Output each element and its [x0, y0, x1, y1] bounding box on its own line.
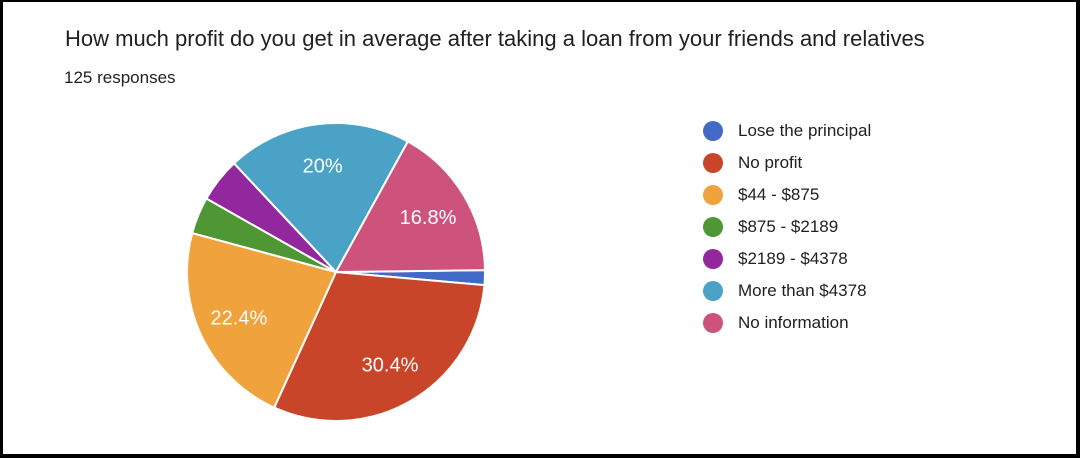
legend-item: Lose the principal [703, 121, 871, 141]
pie-slice-6[interactable] [335, 140, 486, 273]
slice-label: 20% [303, 156, 343, 178]
pie-slice-2[interactable] [185, 232, 337, 409]
legend-color-dot [703, 313, 723, 333]
legend-item: $44 - $875 [703, 185, 871, 205]
legend-color-dot [703, 121, 723, 141]
legend-item-label: More than $4378 [738, 281, 867, 300]
legend-color-dot [703, 185, 723, 205]
pie-slice-1[interactable] [273, 271, 486, 422]
legend-color-dot [703, 281, 723, 301]
slice-label: 22.4% [211, 308, 268, 330]
legend-item: No profit [703, 153, 871, 173]
legend-color-dot [703, 153, 723, 173]
legend-item-label: Lose the principal [738, 121, 872, 140]
legend-item: $2189 - $4378 [703, 249, 871, 269]
legend-item-label: $44 - $875 [738, 185, 820, 204]
legend: Lose the principal No profit $44 - $875 $87… [703, 121, 871, 345]
chart-title: How much profit do you get in average af… [65, 26, 925, 51]
legend-item-label: $875 - $2189 [738, 217, 839, 236]
slice-label: 16.8% [400, 207, 457, 229]
legend-item-label: $2189 - $4378 [738, 249, 848, 268]
slice-label: 30.4% [362, 355, 419, 377]
pie-slice-5[interactable] [233, 122, 409, 273]
legend-color-dot [703, 217, 723, 237]
pie-chart: 30.4% 22.4% 20% 16.8% [185, 122, 486, 422]
response-count: 125 responses [64, 68, 176, 87]
legend-item: $875 - $2189 [703, 217, 871, 237]
legend-item: No information [703, 313, 871, 333]
legend-item: More than $4378 [703, 281, 871, 301]
legend-item-label: No profit [738, 153, 803, 172]
legend-color-dot [703, 249, 723, 269]
legend-item-label: No information [738, 313, 849, 332]
